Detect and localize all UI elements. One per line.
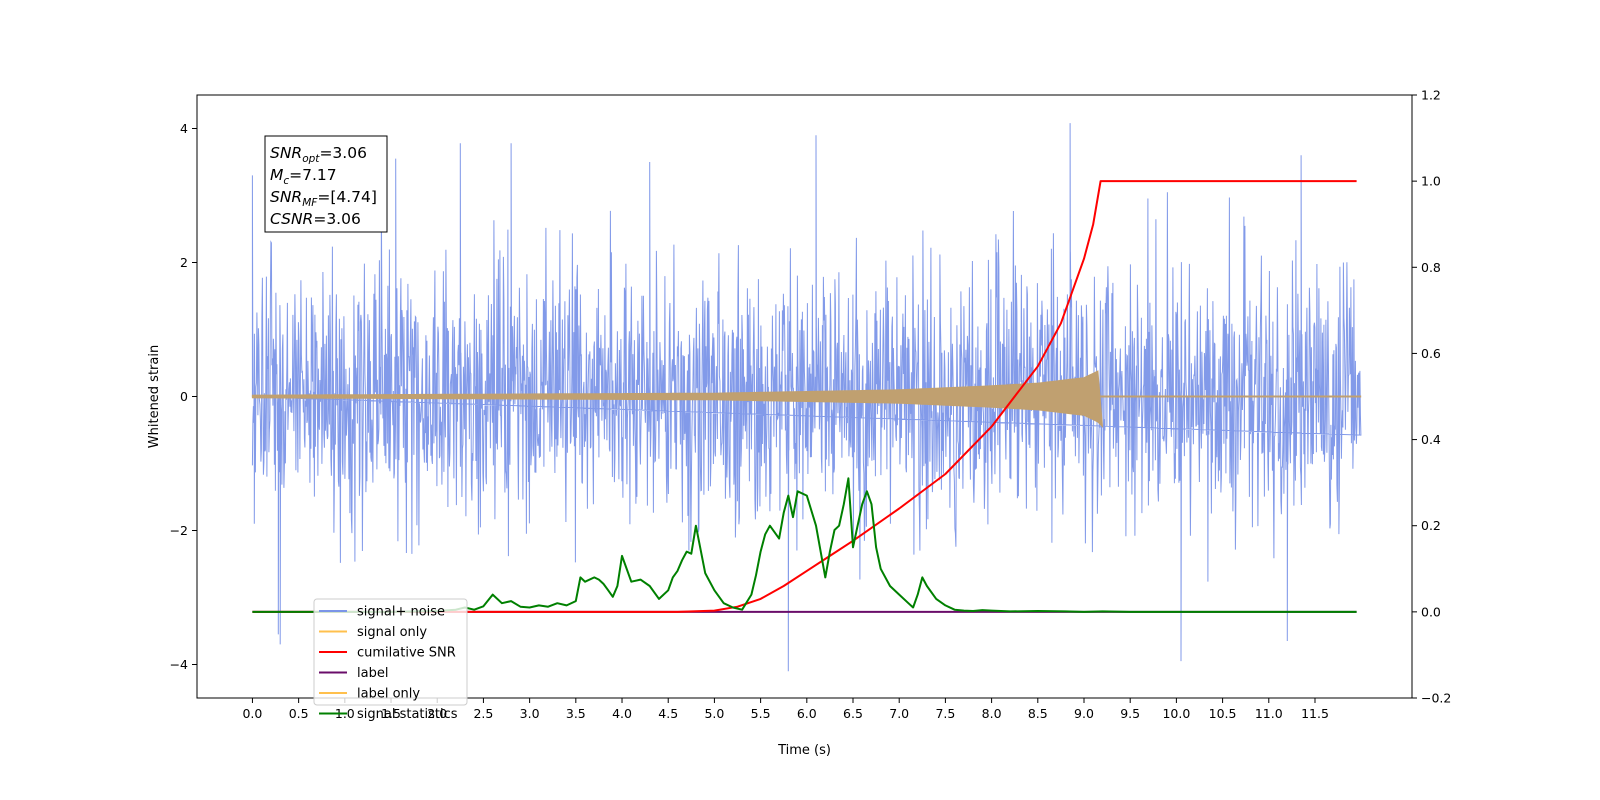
y-axis-label: Whitened strain bbox=[147, 345, 162, 448]
right-y-axis-ticks: 1.2 1.0 0.8 0.6 0.4 0.2 0.0 −0.2 bbox=[1412, 88, 1451, 706]
left-y-tick-label: 4 bbox=[180, 121, 188, 136]
legend-frame bbox=[313, 598, 468, 706]
left-y-tick-label: −2 bbox=[170, 523, 188, 538]
x-tick-label: 3.5 bbox=[566, 706, 586, 721]
legend: signal+ noise signal only cumilative SNR la… bbox=[313, 598, 468, 722]
x-tick-label: 6.5 bbox=[843, 706, 863, 721]
left-y-tick-label: 2 bbox=[180, 255, 188, 270]
x-tick-label: 5.0 bbox=[704, 706, 724, 721]
right-y-tick-label: 1.0 bbox=[1421, 174, 1441, 189]
legend-label: signal+ noise bbox=[357, 605, 445, 620]
x-tick-label: 1.5 bbox=[381, 706, 401, 721]
right-y-tick-label: 0.0 bbox=[1421, 604, 1441, 619]
x-tick-label: 10.0 bbox=[1162, 706, 1190, 721]
legend-label: signal only bbox=[357, 625, 427, 640]
right-y-tick-label: 0.2 bbox=[1421, 518, 1441, 533]
x-tick-label: 11.0 bbox=[1255, 706, 1283, 721]
x-axis-ticks: 0.0 0.5 1.0 1.5 2.0 2.5 3.0 3.5 4.0 4.5 5.0 5.5 6.0 6… bbox=[242, 698, 1329, 721]
annotation-line: CSNR=3.06 bbox=[270, 210, 361, 228]
right-y-tick-label: −0.2 bbox=[1421, 691, 1451, 706]
x-tick-label: 0.5 bbox=[289, 706, 309, 721]
annotation-line: Mc=7.17 bbox=[270, 166, 337, 187]
signal-noise-series bbox=[251, 123, 1362, 672]
right-y-tick-label: 0.8 bbox=[1421, 260, 1441, 275]
right-y-tick-label: 1.2 bbox=[1421, 88, 1441, 103]
left-y-axis-ticks: 4 2 0 −2 −4 bbox=[170, 121, 197, 672]
x-tick-label: 9.5 bbox=[1120, 706, 1140, 721]
x-tick-label: 4.5 bbox=[658, 706, 678, 721]
x-tick-label: 8.5 bbox=[1028, 706, 1048, 721]
signal-only-series bbox=[251, 370, 1362, 429]
legend-label: cumilative SNR bbox=[357, 646, 456, 661]
legend-label: signal statistics bbox=[357, 707, 458, 722]
x-tick-label: 2.5 bbox=[473, 706, 493, 721]
x-tick-label: 10.5 bbox=[1209, 706, 1237, 721]
left-y-tick-label: 0 bbox=[180, 389, 188, 404]
x-tick-label: 4.0 bbox=[612, 706, 632, 721]
x-tick-label: 3.0 bbox=[520, 706, 540, 721]
x-tick-label: 0.0 bbox=[242, 706, 262, 721]
x-tick-label: 11.5 bbox=[1301, 706, 1329, 721]
legend-label: label only bbox=[357, 687, 420, 702]
annotation-line: SNRMF=[4.74] bbox=[270, 188, 377, 209]
left-y-tick-label: −4 bbox=[170, 657, 188, 672]
x-tick-label: 2.0 bbox=[427, 706, 447, 721]
x-tick-label: 7.0 bbox=[889, 706, 909, 721]
right-y-tick-label: 0.4 bbox=[1421, 432, 1441, 447]
x-tick-label: 7.5 bbox=[935, 706, 955, 721]
x-tick-label: 6.0 bbox=[797, 706, 817, 721]
x-axis-label: Time (s) bbox=[777, 743, 831, 758]
x-tick-label: 8.0 bbox=[982, 706, 1002, 721]
x-tick-label: 5.5 bbox=[751, 706, 771, 721]
signal-statistics-line bbox=[252, 477, 1357, 613]
legend-label: label bbox=[357, 666, 388, 681]
signal-noise-line bbox=[251, 123, 1362, 672]
right-y-tick-label: 0.6 bbox=[1421, 346, 1441, 361]
signal-only-envelope bbox=[251, 370, 1104, 429]
annotation-line: SNRopt=3.06 bbox=[270, 144, 367, 165]
annotation-frame bbox=[264, 135, 388, 233]
x-tick-label: 9.0 bbox=[1074, 706, 1094, 721]
